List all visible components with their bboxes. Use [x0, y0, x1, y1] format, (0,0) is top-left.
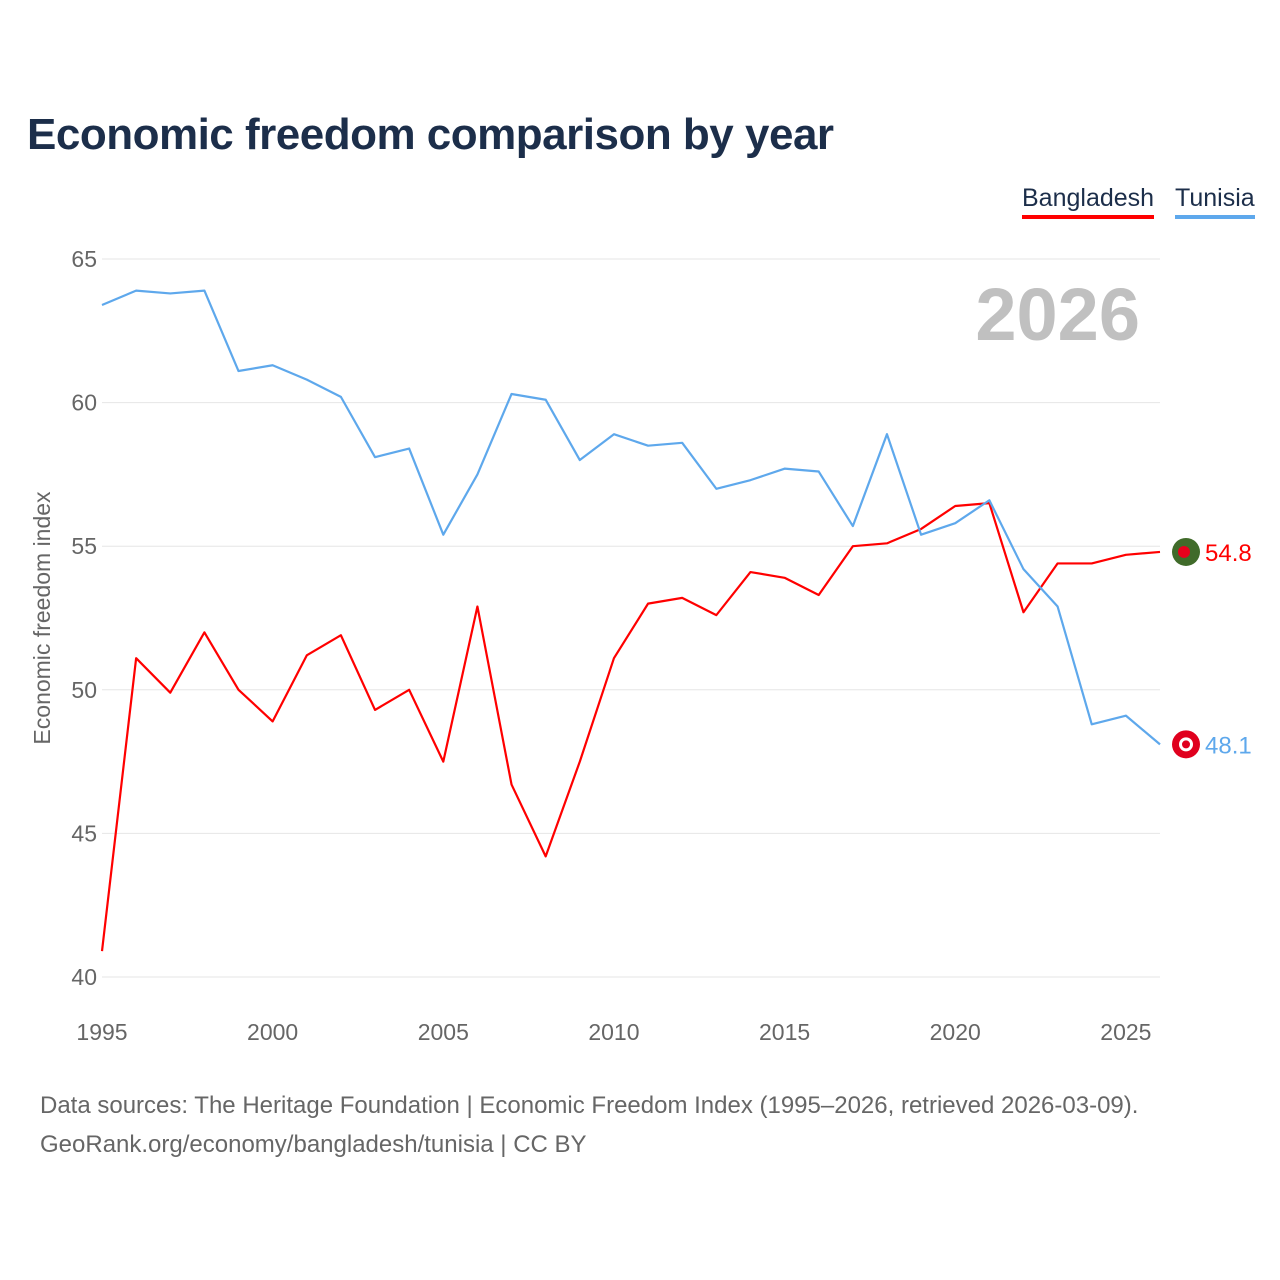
- source-line-1: Data sources: The Heritage Foundation | …: [40, 1092, 1139, 1119]
- flag-disc: [1178, 545, 1190, 558]
- end-value-label: 54.8: [1205, 540, 1252, 567]
- y-tick-label: 60: [71, 390, 97, 416]
- y-axis-label: Economic freedom index: [29, 491, 55, 745]
- y-tick-label: 40: [71, 964, 97, 990]
- end-value-label: 48.1: [1205, 732, 1252, 759]
- legend-bangladesh[interactable]: Bangladesh: [1022, 184, 1155, 219]
- legend-tunisia[interactable]: Tunisia: [1175, 184, 1255, 219]
- series-line-bangladesh: [100, 502, 1161, 952]
- flag-crescent: [1182, 740, 1190, 749]
- y-tick-label: 50: [71, 677, 97, 703]
- y-tick-label: 45: [71, 820, 97, 846]
- x-tick-label: 2025: [1100, 1019, 1151, 1045]
- x-tick-label: 2005: [418, 1019, 469, 1045]
- chart-title: Economic freedom comparison by year: [27, 110, 834, 159]
- source-line-2[interactable]: GeoRank.org/economy/bangladesh/tunisia |…: [40, 1131, 587, 1158]
- source-note: Data sources: The Heritage Foundation | …: [40, 1086, 1138, 1164]
- x-tick-label: 2000: [247, 1019, 298, 1045]
- y-tick-label: 65: [71, 246, 97, 272]
- series-line-tunisia: [101, 289, 1161, 746]
- x-tick-label: 2015: [759, 1019, 810, 1045]
- y-tick-label: 55: [71, 533, 97, 559]
- x-tick-label: 2020: [930, 1019, 981, 1045]
- year-watermark: 2026: [975, 273, 1140, 356]
- x-tick-label: 2010: [588, 1019, 639, 1045]
- x-tick-label: 1995: [76, 1019, 127, 1045]
